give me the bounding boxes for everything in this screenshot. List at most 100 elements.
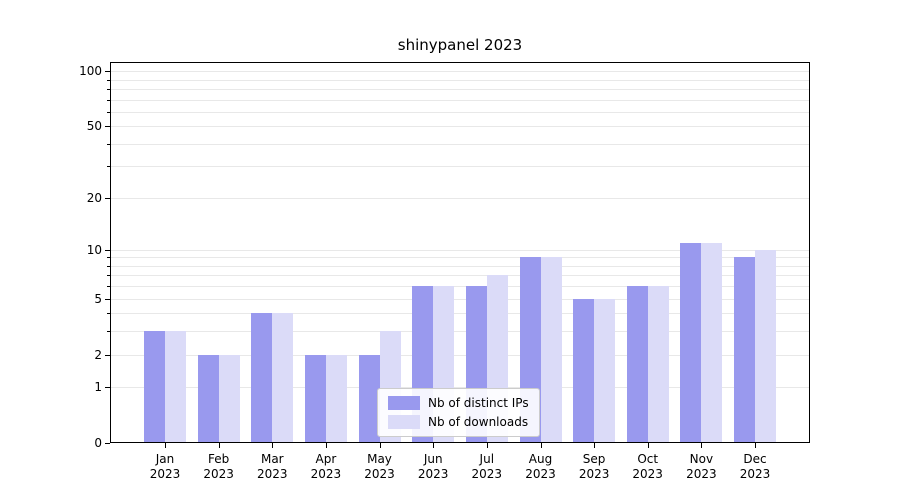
y-tick-label: 2 [94, 347, 102, 362]
bar-downloads [647, 286, 669, 443]
x-tick-year: 2023 [149, 467, 181, 481]
x-tick-year: 2023 [578, 467, 610, 481]
bar-downloads [272, 313, 294, 443]
x-tick-year: 2023 [686, 467, 717, 481]
legend-swatch [388, 415, 420, 429]
gridline [110, 387, 810, 389]
y-tick-label: 1 [94, 380, 102, 395]
legend: Nb of distinct IPs Nb of downloads [377, 388, 540, 437]
x-tick-label: Mar 2023 [240, 452, 304, 482]
y-tick-mark [105, 197, 110, 199]
gridline [110, 88, 810, 90]
x-tick-label: Feb 2023 [187, 452, 251, 482]
chart-title: shinypanel 2023 [397, 36, 523, 54]
y-tick-mark [105, 71, 110, 72]
y-tick-mark [105, 249, 110, 251]
y-minor-tick-mark [107, 99, 110, 101]
gridline [110, 257, 810, 259]
x-tick-mark [540, 443, 542, 448]
x-tick-label: Jun 2023 [401, 452, 465, 482]
y-tick-mark [105, 443, 110, 444]
y-tick-mark [105, 298, 110, 300]
x-tick-mark [701, 443, 703, 448]
x-tick-mark [379, 443, 381, 448]
x-tick-mark [165, 443, 166, 448]
x-tick-year: 2023 [203, 467, 234, 481]
x-tick-label: Sep 2023 [562, 452, 626, 482]
x-tick-label: Nov 2023 [669, 452, 733, 482]
bar-distinct-ips [680, 242, 702, 443]
gridline [110, 331, 810, 333]
gridline [110, 99, 810, 101]
x-tick-label: Apr 2023 [294, 452, 358, 482]
x-tick-month: Aug [528, 452, 553, 466]
y-minor-tick-mark [107, 257, 110, 259]
y-tick-label: 100 [79, 64, 102, 78]
x-tick-label: Dec 2023 [723, 452, 787, 482]
x-tick-year: 2023 [364, 467, 395, 481]
legend-swatch [388, 396, 420, 410]
x-tick-mark [755, 443, 756, 448]
y-minor-tick-mark [107, 265, 110, 267]
x-tick-month: Jul [479, 452, 495, 466]
x-tick-mark [272, 443, 274, 448]
x-tick-month: Apr [315, 452, 337, 466]
y-minor-tick-mark [107, 313, 110, 315]
bar-downloads [594, 298, 616, 443]
x-tick-month: Oct [637, 452, 659, 466]
gridline [110, 313, 810, 315]
x-tick-year: 2023 [471, 467, 503, 481]
y-minor-tick-mark [107, 88, 110, 90]
y-tick-label: 10 [86, 242, 102, 257]
x-tick-month: Jun [423, 452, 443, 466]
x-tick-mark [486, 443, 488, 448]
x-tick-label: Jan 2023 [133, 452, 197, 482]
x-tick-label: Oct 2023 [616, 452, 680, 482]
x-tick-mark [325, 443, 327, 448]
x-tick-month: Feb [207, 452, 230, 466]
bar-downloads [325, 354, 347, 443]
x-tick-year: 2023 [417, 467, 449, 481]
bar-downloads [540, 257, 562, 443]
gridline [110, 286, 810, 288]
bar-downloads [701, 242, 723, 443]
y-tick-label: 20 [86, 190, 102, 205]
bar-distinct-ips [197, 354, 219, 443]
y-tick-mark [105, 387, 110, 389]
x-tick-mark [647, 443, 649, 448]
y-minor-tick-mark [107, 79, 110, 81]
x-tick-month: Dec [743, 452, 767, 466]
x-tick-mark [218, 443, 220, 448]
y-minor-tick-mark [107, 111, 110, 113]
x-tick-month: Jan [155, 452, 175, 466]
gridline [110, 126, 810, 128]
y-minor-tick-mark [107, 286, 110, 288]
x-tick-mark [594, 443, 596, 448]
y-minor-tick-mark [107, 166, 110, 168]
bar-distinct-ips [251, 313, 273, 443]
gridline [110, 354, 810, 356]
gridline [110, 265, 810, 267]
gridline [110, 275, 810, 277]
bar-distinct-ips [573, 298, 595, 443]
y-tick-mark [105, 354, 110, 356]
legend-label: Nb of distinct IPs [428, 396, 529, 410]
plot-area [110, 62, 810, 443]
x-tick-month: Mar [260, 452, 284, 466]
bar-downloads [165, 331, 186, 443]
x-tick-year: 2023 [739, 467, 771, 481]
x-tick-month: Sep [582, 452, 606, 466]
x-tick-month: Nov [689, 452, 714, 466]
legend-entry: Nb of downloads [388, 415, 529, 429]
x-tick-label: Jul 2023 [455, 452, 519, 482]
x-tick-label: May 2023 [348, 452, 412, 482]
x-tick-mark [433, 443, 435, 448]
y-tick-label: 5 [94, 291, 102, 306]
x-tick-year: 2023 [310, 467, 342, 481]
bar-downloads [755, 249, 776, 443]
bar-distinct-ips [304, 354, 326, 443]
legend-label: Nb of downloads [428, 415, 529, 429]
bar-distinct-ips [734, 257, 755, 443]
legend-entry: Nb of distinct IPs [388, 396, 529, 410]
